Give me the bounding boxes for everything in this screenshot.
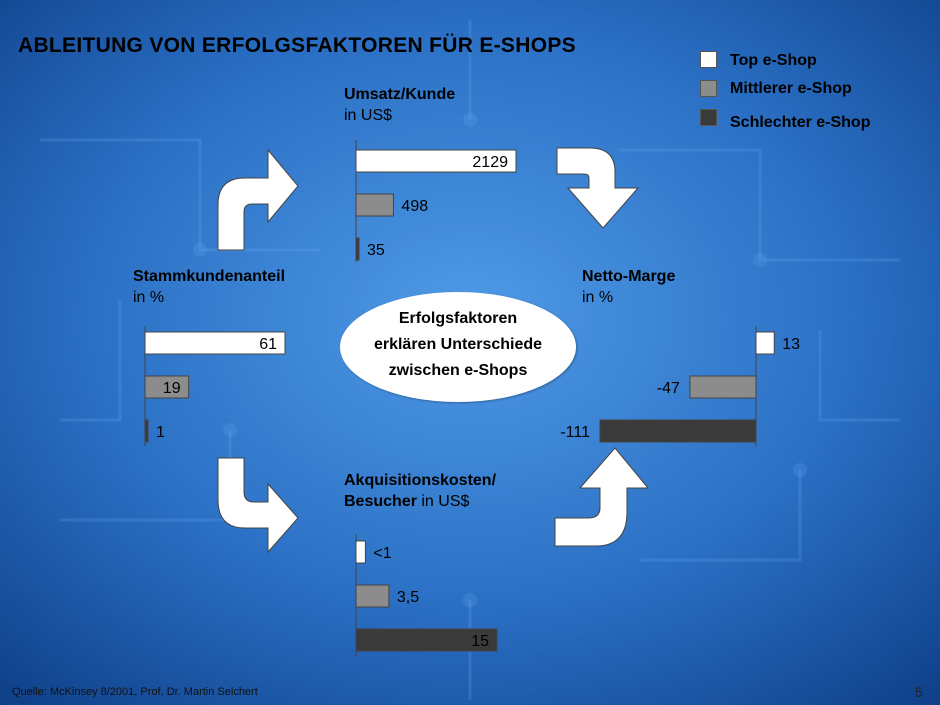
chart-title-marge: Netto-Marge in % [582,266,675,308]
legend-swatch-bad [700,109,717,126]
page-number: 5 [915,684,923,700]
chart-title-akquisition-bold2: Besucher [344,493,417,510]
legend-label-top: Top e-Shop [730,52,817,69]
bar-stammkunden-3 [144,419,149,443]
legend-label-bad: Schlechter e-Shop [730,114,871,131]
arrow-top-left [217,148,299,251]
center-text-line3: zwischen e-Shops [388,362,528,379]
bar-label-marge-2: -47 [657,380,680,397]
chart-title-umsatz-bold: Umsatz/Kunde [344,86,456,103]
chart-title-marge-bold: Netto-Marge [582,268,676,285]
arrow-top-right [556,147,640,229]
bar-akquisition-1 [355,540,366,564]
chart-title-stammkunden: Stammkundenanteil in % [133,266,285,308]
bar-label-akquisition-3: 15 [471,633,489,650]
chart-title-marge-unit: in % [582,289,614,306]
center-text-line1: Erfolgsfaktoren [398,310,518,327]
chart-title-umsatz-unit: in US$ [344,107,393,124]
bar-label-stammkunden-1: 61 [259,336,277,353]
bar-umsatz-3 [355,237,360,261]
bar-label-akquisition-2: 3,5 [397,589,419,606]
bar-label-umsatz-1: 2129 [472,154,508,171]
bar-label-stammkunden-3: 1 [156,424,165,441]
bar-umsatz-2 [355,193,394,217]
chart-title-akquisition-unit: in US$ [421,493,470,510]
chart-title-akquisition-bold1: Akquisitionskosten/ [344,472,497,489]
bar-stammkunden-2 [144,375,190,399]
bar-marge-3 [599,419,757,443]
bar-label-akquisition-1: <1 [373,545,391,562]
bar-label-umsatz-3: 35 [367,242,385,259]
chart-title-umsatz: Umsatz/Kunde in US$ [344,84,455,126]
legend-swatch-top [700,51,717,68]
bar-marge-2 [689,375,757,399]
chart-title-akquisition: Akquisitionskosten/ Besucher in US$ [344,470,496,512]
legend-swatch-mid [700,80,717,97]
bar-akquisition-2 [355,584,390,608]
arrow-bottom-left [217,457,299,554]
slide-title: ABLEITUNG VON ERFOLGSFAKTOREN FÜR E-SHOP… [18,34,576,57]
bar-stammkunden-1 [144,331,286,355]
chart-title-stammkunden-unit: in % [133,289,165,306]
bar-label-umsatz-2: 498 [401,198,428,215]
arrow-bottom-right [554,447,650,547]
legend-label-mid: Mittlerer e-Shop [730,80,852,97]
footer-source: Quelle: McKinsey 8/2001, Prof. Dr. Marti… [12,686,258,698]
center-ellipse [340,292,576,402]
center-text-line2: erklären Unterschiede [373,336,543,353]
bar-label-marge-1: 13 [782,336,800,353]
bar-akquisition-3 [355,628,498,652]
bar-label-marge-3: -111 [560,424,590,441]
bar-marge-1 [755,331,775,355]
bar-label-stammkunden-2: 19 [163,380,181,397]
bar-umsatz-1 [355,149,517,173]
chart-title-stammkunden-bold: Stammkundenanteil [133,268,286,285]
